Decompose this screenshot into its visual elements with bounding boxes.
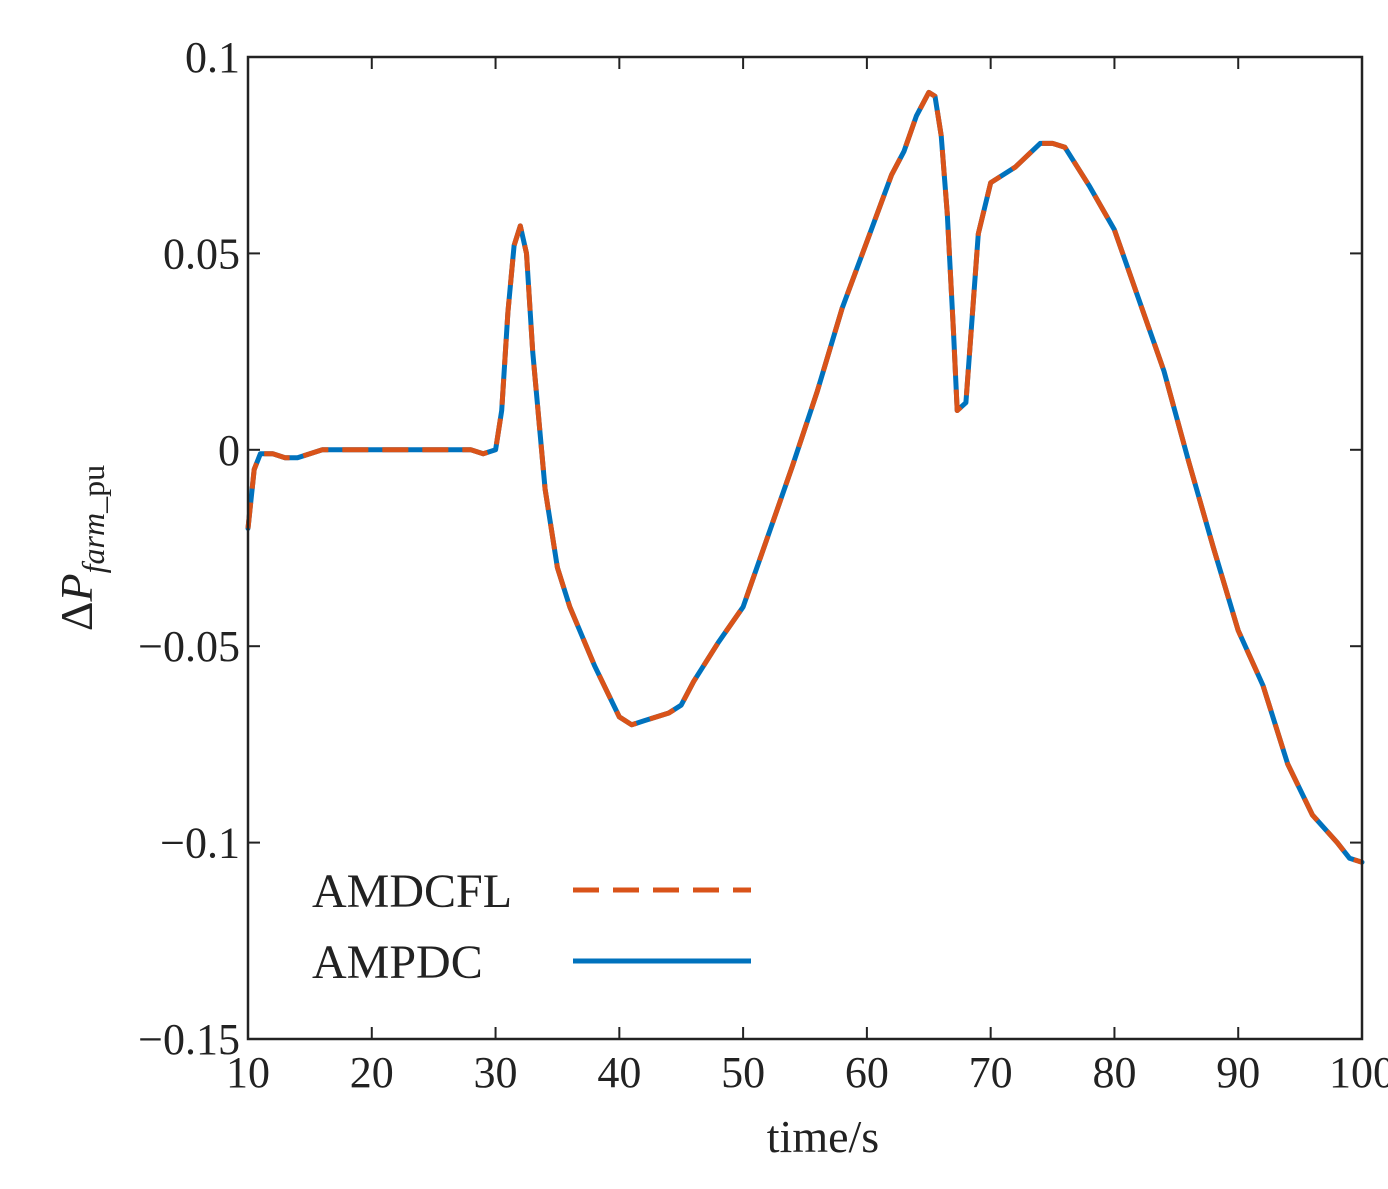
y-tick-label: −0.05 <box>138 622 240 671</box>
y-axis-label-symbol: P <box>51 573 102 602</box>
x-tick-label: 20 <box>350 1048 394 1097</box>
x-tick-label: 10 <box>226 1048 270 1097</box>
series-line-amdcfl <box>245 89 1363 865</box>
x-axis-label: time/s <box>767 1111 879 1162</box>
y-tick-label: −0.1 <box>160 819 240 868</box>
x-tick-label: 50 <box>721 1048 765 1097</box>
x-tick-label: 100 <box>1329 1048 1388 1097</box>
y-axis-label-subscript: farm <box>75 513 111 573</box>
legend: AMDCFL AMPDC <box>312 865 751 989</box>
x-tick-label: 40 <box>597 1048 641 1097</box>
y-tick-label: 0.05 <box>163 229 240 278</box>
y-tick-label: 0.1 <box>185 33 240 82</box>
x-tick-label: 30 <box>474 1048 518 1097</box>
plot-frame <box>246 55 1364 1041</box>
x-tick-label: 90 <box>1216 1048 1260 1097</box>
legend-label-amdcfl: AMDCFL <box>312 865 512 918</box>
plot-background <box>248 57 1362 1039</box>
x-tick-label: 70 <box>969 1048 1013 1097</box>
series-layer <box>245 89 1365 865</box>
legend-label-ampdc: AMPDC <box>312 936 483 989</box>
x-tick-label: 60 <box>845 1048 889 1097</box>
y-tick-label: 0 <box>218 426 240 475</box>
y-tick-label: −0.15 <box>138 1015 240 1064</box>
y-axis-label: ΔPfarm_pu <box>51 465 111 631</box>
tick-layer: 10 20 30 40 50 60 70 80 90 100 0.1 0.05 0 −0.05 −0.1 −0… <box>138 33 1388 1097</box>
x-tick-label: 80 <box>1092 1048 1136 1097</box>
y-axis-label-delta: Δ <box>51 601 102 631</box>
y-axis-label-subscript-unit: _pu <box>75 465 111 514</box>
